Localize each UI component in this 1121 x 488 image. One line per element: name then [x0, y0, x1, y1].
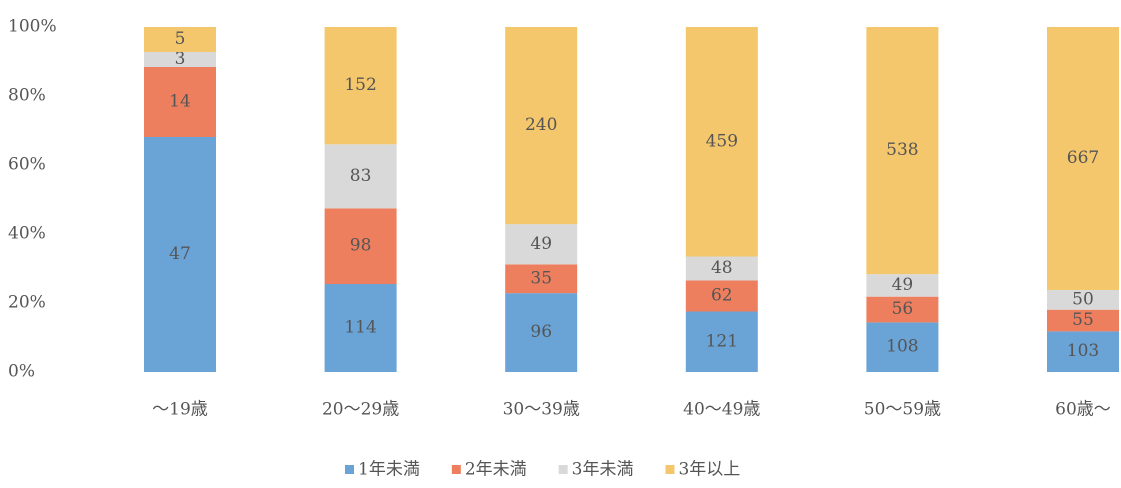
x-tick-label: ～19歳 [152, 400, 208, 420]
legend-swatch [558, 465, 568, 474]
value-label: 55 [1072, 310, 1094, 330]
value-label: 121 [706, 331, 738, 351]
legend-swatch [451, 465, 461, 474]
value-label: 83 [350, 166, 372, 186]
x-tick-label: 60歳～ [1055, 400, 1111, 420]
bar-segment [144, 67, 216, 137]
bar-segment [144, 27, 216, 52]
y-tick-label: 0% [8, 362, 35, 382]
value-label: 5 [175, 29, 186, 49]
y-tick-label: 100% [8, 17, 57, 37]
bar-segment [505, 224, 578, 265]
bar-segment [1047, 27, 1119, 290]
bar-segment [505, 27, 578, 225]
value-label: 50 [1072, 289, 1094, 309]
y-tick-label: 20% [8, 293, 46, 313]
value-label: 114 [344, 318, 376, 338]
legend-label: 1年未満 [358, 460, 420, 480]
legend-label: 3年未満 [572, 460, 634, 480]
value-label: 152 [344, 75, 376, 95]
legend-swatch [665, 465, 675, 474]
value-label: 459 [706, 131, 738, 151]
value-label: 47 [169, 244, 191, 264]
value-label: 103 [1067, 341, 1099, 361]
value-label: 14 [169, 92, 191, 112]
value-label: 48 [711, 258, 733, 278]
legend-swatch [345, 465, 354, 474]
value-label: 3 [175, 49, 186, 69]
bar-segment [685, 311, 758, 372]
legend-label: 2年未満 [465, 460, 527, 480]
value-label: 240 [525, 115, 557, 135]
bar-segment [505, 293, 578, 372]
bar-segment [144, 52, 216, 67]
bar-segment [866, 27, 939, 275]
legend-label: 3年以上 [678, 460, 740, 480]
y-tick-label: 60% [8, 155, 46, 175]
bar-segment [1047, 309, 1119, 332]
value-label: 667 [1067, 148, 1099, 168]
value-label: 35 [530, 268, 552, 288]
value-label: 62 [711, 286, 733, 306]
bar-segment [685, 256, 758, 281]
x-tick-label: 40～49歳 [683, 400, 760, 420]
bar-segment [866, 322, 939, 372]
value-label: 56 [892, 299, 914, 319]
bar-segment [324, 144, 397, 209]
value-label: 49 [530, 234, 552, 254]
bar-segment [505, 264, 578, 294]
value-label: 108 [886, 337, 918, 357]
y-tick-label: 80% [8, 86, 46, 106]
bar-segment [866, 296, 939, 323]
bar-segment [324, 208, 397, 285]
value-label: 538 [886, 140, 918, 160]
x-tick-label: 30～39歳 [503, 400, 580, 420]
bar-segment [866, 274, 939, 297]
bar-segment [1047, 331, 1119, 372]
value-label: 49 [892, 275, 914, 295]
bar-segment [685, 27, 758, 257]
bar-segment [685, 280, 758, 312]
x-tick-label: 20～29歳 [322, 400, 399, 420]
x-tick-label: 50～59歳 [864, 400, 941, 420]
bar-segment [144, 137, 216, 372]
bar-segment [1047, 289, 1119, 310]
bar-segment [324, 284, 397, 372]
bar-segment [324, 27, 397, 145]
value-label: 96 [530, 322, 552, 342]
y-tick-label: 40% [8, 224, 46, 244]
value-label: 98 [350, 236, 372, 256]
